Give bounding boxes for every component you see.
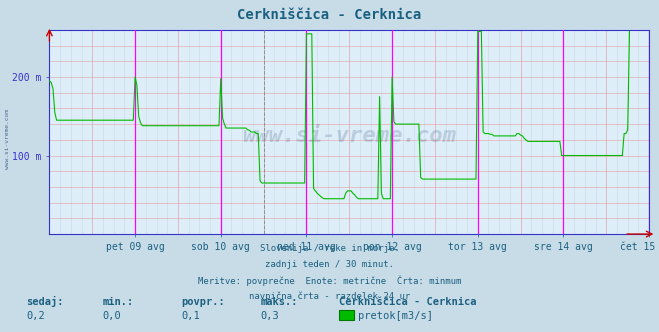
Text: min.:: min.: xyxy=(102,297,133,307)
Text: sedaj:: sedaj: xyxy=(26,296,64,307)
Text: www.si-vreme.com: www.si-vreme.com xyxy=(5,110,11,169)
Text: zadnji teden / 30 minut.: zadnji teden / 30 minut. xyxy=(265,260,394,269)
Text: www.si-vreme.com: www.si-vreme.com xyxy=(243,126,456,146)
Text: 0,2: 0,2 xyxy=(26,311,45,321)
Text: 0,1: 0,1 xyxy=(181,311,200,321)
Text: Slovenija / reke in morje.: Slovenija / reke in morje. xyxy=(260,244,399,253)
Text: navpična črta - razdelek 24 ur: navpična črta - razdelek 24 ur xyxy=(249,292,410,301)
Text: Meritve: povprečne  Enote: metrične  Črta: minmum: Meritve: povprečne Enote: metrične Črta:… xyxy=(198,276,461,287)
Text: maks.:: maks.: xyxy=(260,297,298,307)
Text: 0,3: 0,3 xyxy=(260,311,279,321)
Text: 0,0: 0,0 xyxy=(102,311,121,321)
Text: povpr.:: povpr.: xyxy=(181,297,225,307)
Text: pretok[m3/s]: pretok[m3/s] xyxy=(358,311,433,321)
Text: Cerkniščica - Cerknica: Cerkniščica - Cerknica xyxy=(339,297,477,307)
Text: Cerkniščica - Cerknica: Cerkniščica - Cerknica xyxy=(237,8,422,22)
